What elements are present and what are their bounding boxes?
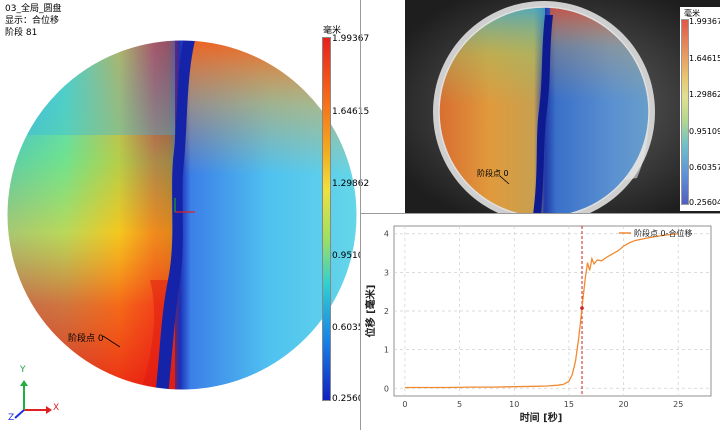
y-axis-title: 位移 [毫米]	[364, 285, 377, 338]
colorbar-tick-4: 0.95109	[332, 251, 370, 261]
displacement-chart-panel[interactable]: 0 5 10 15 20 25 0 1 2 3 4 阶段点 0-合位移 时间 [秒] 位移 [毫米]	[361, 214, 720, 430]
legend-entry: 阶段点 0-合位移	[634, 228, 693, 238]
displacement-chart[interactable]: 0 5 10 15 20 25 0 1 2 3 4 阶段点 0-合位移 时间 [秒] 位移 [毫米]	[361, 214, 720, 430]
camera-disk-overlay[interactable]	[405, 0, 720, 213]
camera-colorbar-tick-3: 1.29862	[689, 90, 720, 99]
view-info-block: 03_全局_圆盘 显示：合位移 阶段 81	[5, 3, 61, 39]
project-title: 03_全局_圆盘	[5, 4, 62, 14]
x-tick-label: 25	[673, 400, 683, 409]
camera-colorbar	[681, 19, 689, 205]
colorbar	[322, 37, 331, 401]
y-tick-label: 3	[384, 268, 389, 277]
z-axis-label: Z	[8, 413, 15, 423]
y-tick-label: 0	[384, 384, 389, 393]
camera-colorbar-tick-6: 0.25604	[689, 198, 720, 207]
y-tick-label: 2	[384, 307, 389, 316]
disk-contour-plot[interactable]	[0, 0, 360, 430]
x-tick-label: 15	[564, 400, 574, 409]
y-tick-label: 4	[384, 230, 389, 239]
display-mode: 显示：合位移	[5, 16, 60, 26]
colorbar-tick-6: 0.25604	[332, 394, 370, 404]
camera-colorbar-tick-4: 0.95109	[689, 127, 720, 136]
camera-point-label: 阶段点 0	[477, 169, 509, 178]
colorbar-unit: 毫米	[323, 26, 342, 36]
x-axis-label: X	[53, 403, 60, 413]
stage-label: 阶段 81	[5, 28, 38, 38]
z-axis-arrow	[14, 409, 25, 419]
point-label: 阶段点 0	[68, 334, 104, 344]
colorbar-tick-3: 1.29862	[332, 179, 370, 189]
vertical-divider[interactable]	[360, 0, 361, 430]
y-tick-label: 1	[384, 346, 389, 355]
camera-colorbar-unit: 毫米	[684, 9, 700, 18]
x-tick-label: 5	[457, 400, 462, 409]
y-axis-label: Y	[20, 365, 26, 375]
x-tick-label: 10	[509, 400, 519, 409]
horizontal-divider[interactable]	[361, 213, 720, 214]
series-line[interactable]	[404, 233, 679, 389]
main-3d-view[interactable]: 03_全局_圆盘 显示：合位移 阶段 81 阶段点 0 Y X Z 毫米 1.9…	[0, 0, 369, 430]
camera-colorbar-tick-5: 0.60357	[689, 163, 720, 172]
camera-colorbar-tick-2: 1.64615	[689, 54, 720, 63]
marker-point	[580, 306, 584, 310]
x-tick-label: 0	[402, 400, 407, 409]
camera-overlay-view[interactable]: 阶段点 0 毫米 1.99367 1.64615 1.29862 0.95109…	[405, 0, 720, 213]
x-axis-title: 时间 [秒]	[520, 411, 563, 424]
colorbar-tick-5: 0.60357	[332, 323, 370, 333]
camera-colorbar-tick-1: 1.99367	[689, 17, 720, 26]
colorbar-tick-1: 1.99367	[332, 34, 370, 44]
colorbar-tick-2: 1.64615	[332, 107, 370, 117]
x-tick-label: 20	[618, 400, 628, 409]
